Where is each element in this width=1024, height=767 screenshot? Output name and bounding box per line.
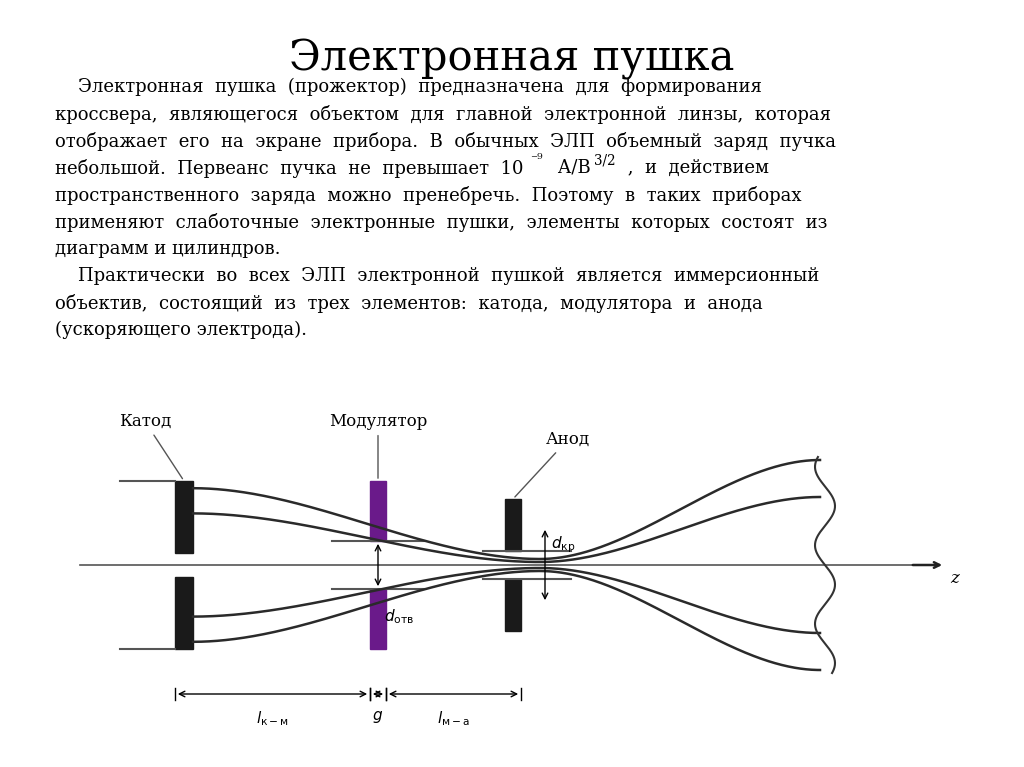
Text: отображает  его  на  экране  прибора.  В  обычных  ЭЛП  объемный  заряд  пучка: отображает его на экране прибора. В обыч… — [55, 132, 836, 151]
Bar — [175, 577, 193, 649]
Text: Анод: Анод — [515, 431, 590, 497]
Text: $l_{\mathrm{м-а}}$: $l_{\mathrm{м-а}}$ — [437, 709, 470, 728]
Text: А/В: А/В — [552, 159, 591, 177]
Text: (ускоряющего электрода).: (ускоряющего электрода). — [55, 321, 307, 339]
Text: кроссвера,  являющегося  объектом  для  главной  электронной  линзы,  которая: кроссвера, являющегося объектом для глав… — [55, 105, 831, 124]
Bar — [505, 579, 521, 631]
Text: объектив,  состоящий  из  трех  элементов:  катода,  модулятора  и  анода: объектив, состоящий из трех элементов: к… — [55, 294, 763, 313]
Text: пространственного  заряда  можно  пренебречь.  Поэтому  в  таких  приборах: пространственного заряда можно пренебреч… — [55, 186, 802, 205]
Bar — [175, 481, 193, 553]
Text: применяют  слаботочные  электронные  пушки,  элементы  которых  состоят  из: применяют слаботочные электронные пушки,… — [55, 213, 827, 232]
Text: z: z — [950, 570, 958, 587]
Bar — [370, 589, 386, 649]
Text: Электронная пушка: Электронная пушка — [290, 38, 734, 80]
Text: Практически  во  всех  ЭЛП  электронной  пушкой  является  иммерсионный: Практически во всех ЭЛП электронной пушк… — [55, 267, 819, 285]
Text: небольшой.  Первеанс  пучка  не  превышает  10: небольшой. Первеанс пучка не превышает 1… — [55, 159, 523, 178]
Text: диаграмм и цилиндров.: диаграмм и цилиндров. — [55, 240, 281, 258]
Text: Модулятор: Модулятор — [329, 413, 427, 478]
Text: $d_{\mathrm{кр}}$: $d_{\mathrm{кр}}$ — [551, 535, 575, 555]
Text: 3/2: 3/2 — [594, 153, 615, 167]
Text: Катод: Катод — [119, 413, 182, 479]
Text: Электронная  пушка  (прожектор)  предназначена  для  формирования: Электронная пушка (прожектор) предназнач… — [55, 78, 762, 96]
Text: ,  и  действием: , и действием — [622, 159, 769, 177]
Text: $l_{\mathrm{к-м}}$: $l_{\mathrm{к-м}}$ — [256, 709, 289, 728]
Text: ⁻⁹: ⁻⁹ — [530, 153, 543, 167]
Text: $g$: $g$ — [373, 709, 384, 725]
Bar — [505, 499, 521, 551]
Bar — [370, 481, 386, 541]
Text: $d_{\mathrm{отв}}$: $d_{\mathrm{отв}}$ — [384, 607, 414, 626]
